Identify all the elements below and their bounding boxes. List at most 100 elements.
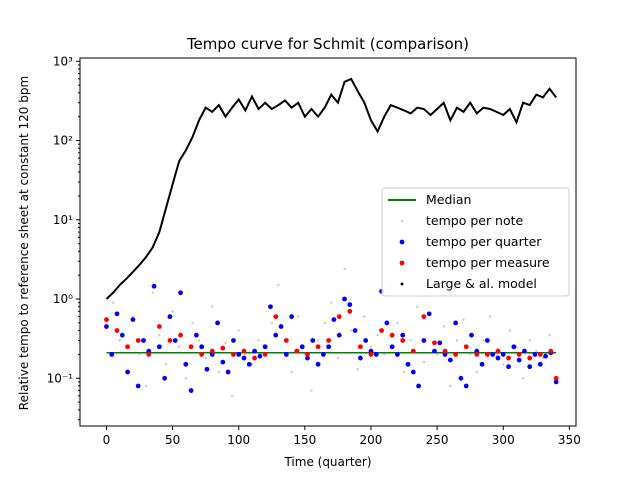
data-point [109,352,115,357]
data-point [421,314,427,320]
data-point [475,370,478,374]
data-point [146,348,152,354]
data-point [104,324,109,329]
data-point [290,370,293,374]
data-point [220,359,226,365]
data-point [144,384,148,388]
data-point [305,355,310,361]
data-point [138,353,141,356]
data-point [211,305,214,308]
data-point [474,352,480,357]
data-point [273,332,279,338]
plot-area [79,57,577,427]
data-point [500,352,506,357]
data-point [199,344,205,350]
data-point [151,283,157,289]
data-point [358,355,363,361]
y-tick-label: 10² [53,134,73,148]
data-point [400,332,406,338]
data-point [244,353,247,356]
chart-title: Tempo curve for Schmit (comparison) [186,35,469,53]
data-point [191,321,194,325]
legend-label: Large & al. model [426,276,537,291]
data-point [373,352,379,357]
data-point [310,338,316,343]
legend-swatch [400,282,404,286]
data-point [422,360,426,364]
data-point [449,384,452,388]
data-point [130,317,136,323]
data-point [237,329,240,332]
data-point [495,348,501,354]
data-point [405,361,411,367]
data-point [183,361,189,367]
data-point [252,355,257,361]
data-point [278,324,284,329]
x-axis: 0 50 100 150 200 250 300 350 [103,426,581,447]
data-point [482,339,485,342]
data-point [316,339,320,342]
data-point [384,320,390,326]
data-point [220,345,226,351]
data-point [273,314,279,320]
data-point [257,353,263,359]
legend-item: tempo per quarter [399,234,542,249]
data-point [204,366,210,372]
data-point [479,361,485,367]
data-point [104,317,109,323]
data-point [178,290,183,296]
data-point [495,355,501,361]
legend-item: tempo per measure [399,255,550,270]
data-point [435,353,439,356]
y-axis: 10⁻¹ 10⁰ 10¹ 10² 10³ [47,54,80,421]
x-tick-label: 200 [360,433,383,447]
data-point [396,321,399,325]
data-point [541,356,545,360]
data-point [326,338,332,343]
data-point [215,320,220,326]
data-point [225,369,231,375]
data-point [156,344,162,350]
data-point [432,348,437,354]
data-point [553,375,559,381]
data-point [268,304,273,310]
data-point [118,339,121,342]
data-point [495,353,498,356]
data-point [217,370,221,374]
data-point [167,338,173,343]
data-point [521,377,525,380]
data-point [336,332,342,338]
data-point [167,314,173,320]
data-point [197,339,201,342]
data-point [305,352,310,357]
data-point [114,328,120,333]
data-point [343,267,346,271]
data-point [151,291,154,294]
data-point [484,338,490,343]
data-point [469,332,474,338]
data-point [395,352,400,357]
data-point [368,348,374,354]
data-point [490,352,496,357]
data-point [188,344,194,350]
legend-item: Large & al. model [400,276,537,291]
data-point [162,375,168,381]
data-point [277,283,280,287]
data-point [204,356,207,360]
data-point [283,352,289,357]
y-tick-label: 10⁰ [53,292,73,306]
data-point [135,383,141,389]
data-point [442,325,445,328]
legend-label: tempo per note [426,213,524,228]
data-point [230,394,234,398]
data-point [283,338,289,343]
data-point [506,355,511,361]
data-point [516,352,522,357]
data-point [453,320,459,326]
data-point [535,349,538,353]
data-point [172,338,178,343]
data-point [488,315,492,318]
data-point [432,340,437,346]
data-point [522,348,527,354]
